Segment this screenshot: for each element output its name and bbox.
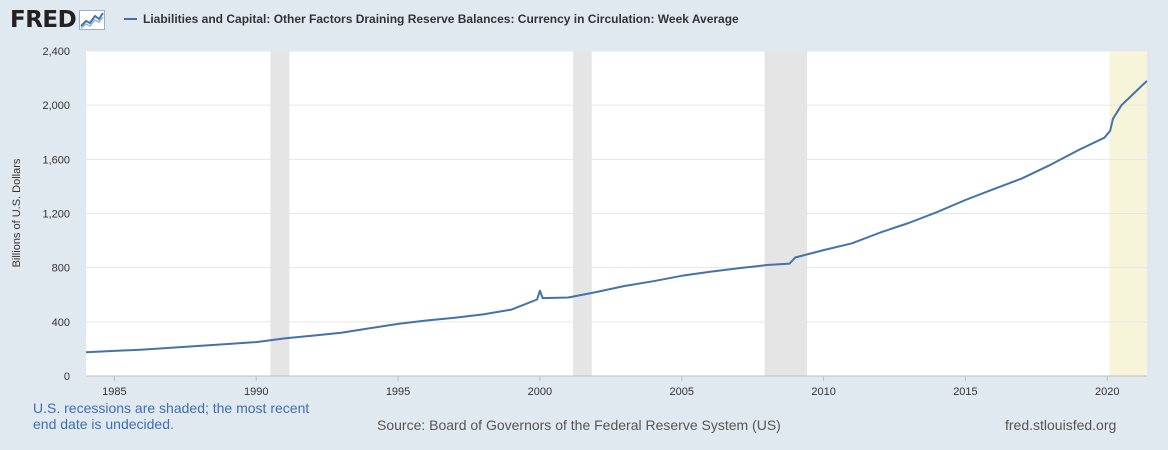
y-tick-label: 0 [64,371,70,383]
x-tick-label: 2000 [528,386,552,398]
x-tick-label: 1990 [244,386,268,398]
x-tick-label: 2005 [670,386,694,398]
recession-note: U.S. recessions are shaded; the most rec… [33,400,310,432]
x-tick-label: 1995 [386,386,410,398]
series-group [85,80,1148,354]
fred-logo[interactable]: FRED [10,5,106,35]
x-tick-label: 2010 [811,386,835,398]
gridlines-group [86,50,1147,323]
line-chart: 0 400 800 1,200 1,600 2,000 2,400 1985 1990 1995 2… [42,46,1148,398]
x-tick-label: 2015 [953,386,977,398]
chart-legend: Liabilities and Capital: Other Factors D… [124,12,739,26]
y-tick-label: 2,400 [42,46,70,58]
site-link[interactable]: fred.stlouisfed.org [1005,417,1117,433]
source-attribution: Source: Board of Governors of the Federa… [377,417,781,433]
legend-swatch [124,18,137,20]
axes-group: 0 400 800 1,200 1,600 2,000 2,400 1985 1990 1995 2… [42,46,1147,398]
x-tick-label: 2020 [1095,386,1119,398]
series-line [85,80,1148,354]
y-tick-label: 800 [52,263,70,275]
fred-logo-text: FRED [10,7,77,33]
y-tick-label: 1,600 [42,154,70,166]
y-tick-label: 1,200 [42,209,70,221]
x-tick-label: 1985 [102,386,126,398]
chart-header: FRED Liabilities and Capital: Other Fact… [0,0,1168,40]
trend-graph-icon [79,10,106,30]
y-tick-label: 2,000 [42,100,70,112]
y-tick-label: 400 [52,317,70,329]
legend-series-label: Liabilities and Capital: Other Factors D… [143,12,739,26]
